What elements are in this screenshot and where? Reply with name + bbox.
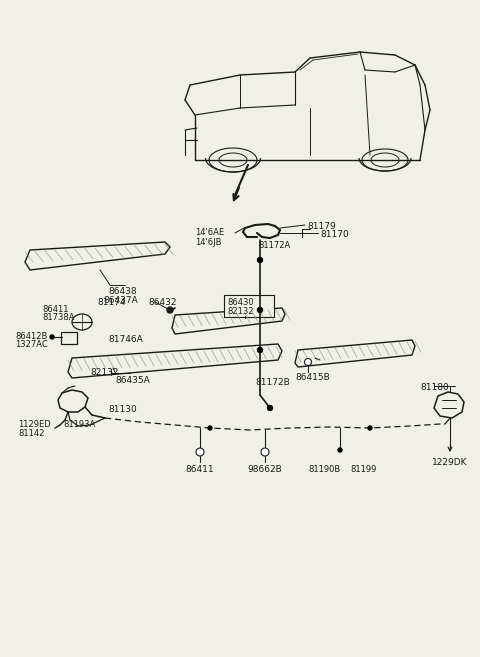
- Text: 86432: 86432: [148, 298, 177, 307]
- Text: 81174: 81174: [97, 298, 126, 307]
- Circle shape: [261, 448, 269, 456]
- Text: 86412B: 86412B: [15, 332, 48, 341]
- Circle shape: [196, 448, 204, 456]
- Circle shape: [50, 335, 54, 339]
- Text: 81746A: 81746A: [108, 335, 143, 344]
- Text: 86411: 86411: [42, 305, 69, 314]
- Text: 81180: 81180: [420, 383, 449, 392]
- Circle shape: [257, 258, 263, 263]
- Circle shape: [368, 426, 372, 430]
- Text: 1327AC: 1327AC: [15, 340, 48, 349]
- FancyBboxPatch shape: [224, 295, 274, 317]
- Text: 86435A: 86435A: [115, 376, 150, 385]
- Text: 81199: 81199: [350, 465, 376, 474]
- Text: 86415B: 86415B: [295, 373, 330, 382]
- Text: 82132: 82132: [227, 307, 253, 316]
- Text: 86411: 86411: [185, 465, 214, 474]
- Text: 86430: 86430: [227, 298, 253, 307]
- Text: 98662B: 98662B: [247, 465, 282, 474]
- Text: 81172A: 81172A: [258, 241, 290, 250]
- Text: 81142: 81142: [18, 429, 44, 438]
- Text: 86437A: 86437A: [103, 296, 138, 305]
- Text: 81130: 81130: [108, 405, 137, 414]
- Circle shape: [257, 307, 263, 313]
- Circle shape: [338, 448, 342, 452]
- Text: 81172B: 81172B: [255, 378, 290, 387]
- Text: 81193A: 81193A: [63, 420, 95, 429]
- Text: 81190B: 81190B: [308, 465, 340, 474]
- Text: 81738A: 81738A: [42, 313, 74, 322]
- Circle shape: [304, 359, 312, 365]
- Text: 14'6JB: 14'6JB: [195, 238, 221, 247]
- Text: 82132: 82132: [90, 368, 119, 377]
- Text: 1129ED: 1129ED: [18, 420, 51, 429]
- Circle shape: [167, 307, 173, 313]
- Circle shape: [208, 426, 212, 430]
- Text: 14'6AE: 14'6AE: [195, 228, 224, 237]
- Circle shape: [257, 348, 263, 353]
- Text: 81170: 81170: [320, 230, 349, 239]
- Text: 1229DK: 1229DK: [432, 458, 468, 467]
- Text: 86438: 86438: [108, 287, 137, 296]
- Circle shape: [267, 405, 273, 411]
- Text: 81179: 81179: [307, 222, 336, 231]
